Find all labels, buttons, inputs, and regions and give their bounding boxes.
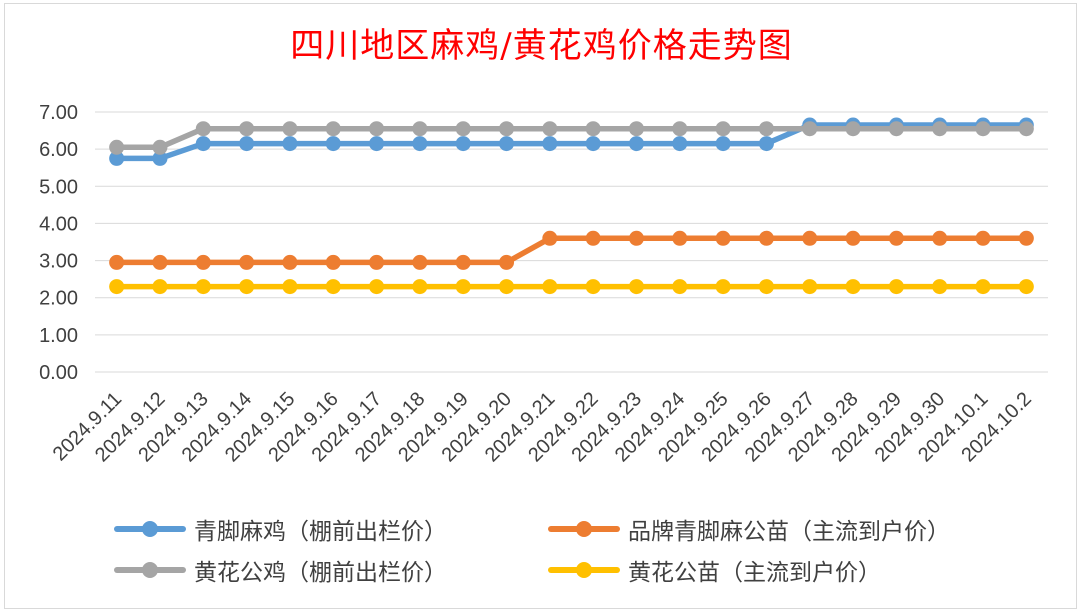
data-point [499, 279, 515, 295]
data-point [499, 121, 515, 137]
data-point [369, 136, 385, 152]
data-point [845, 279, 861, 295]
y-tick-label: 1.00 [39, 325, 78, 347]
data-point [1018, 121, 1034, 137]
data-point [542, 230, 558, 246]
data-point [672, 136, 688, 152]
data-point [1018, 279, 1034, 295]
data-point [195, 136, 211, 152]
y-tick-label: 4.00 [39, 213, 78, 235]
data-point [845, 230, 861, 246]
data-point [975, 230, 991, 246]
data-point [239, 254, 255, 270]
data-point [412, 279, 428, 295]
data-point [888, 230, 904, 246]
data-point [802, 121, 818, 137]
series-line [113, 125, 1030, 151]
data-point [585, 121, 601, 137]
y-tick-label: 0.00 [39, 362, 78, 384]
data-point [412, 254, 428, 270]
chart-area [4, 3, 1077, 609]
data-point [628, 279, 644, 295]
data-point [715, 230, 731, 246]
data-point [152, 150, 168, 166]
y-tick-label: 7.00 [39, 102, 78, 124]
data-point [499, 136, 515, 152]
data-point [542, 279, 558, 295]
data-point [628, 230, 644, 246]
data-point [152, 254, 168, 270]
series-line [113, 235, 1030, 266]
data-point [455, 136, 471, 152]
data-point [932, 279, 948, 295]
data-point [802, 279, 818, 295]
data-point [369, 279, 385, 295]
data-point [152, 279, 168, 295]
data-point [758, 230, 774, 246]
data-point [758, 279, 774, 295]
data-point [239, 136, 255, 152]
data-point [628, 136, 644, 152]
data-point [412, 136, 428, 152]
data-point [195, 279, 211, 295]
data-point [499, 254, 515, 270]
data-point [542, 121, 558, 137]
data-point [109, 254, 125, 270]
data-point [585, 230, 601, 246]
y-tick-label: 3.00 [39, 251, 78, 273]
data-point [369, 121, 385, 137]
y-tick-label: 5.00 [39, 176, 78, 198]
data-point [239, 279, 255, 295]
data-point [282, 136, 298, 152]
data-point [455, 121, 471, 137]
data-point [282, 254, 298, 270]
data-point [672, 279, 688, 295]
chart-title: 四川地区麻鸡/黄花鸡价格走势图 [290, 26, 793, 66]
data-point [845, 121, 861, 137]
data-point [325, 254, 341, 270]
y-tick-label: 6.00 [39, 139, 78, 161]
y-tick-label: 2.00 [39, 288, 78, 310]
data-point [325, 136, 341, 152]
data-point [239, 121, 255, 137]
data-point [975, 279, 991, 295]
data-point [325, 121, 341, 137]
data-point [455, 279, 471, 295]
data-point [195, 121, 211, 137]
data-point [1018, 230, 1034, 246]
data-point [888, 121, 904, 137]
data-point [109, 139, 125, 155]
data-point [888, 279, 904, 295]
data-point [195, 254, 211, 270]
data-point [975, 121, 991, 137]
data-point [152, 139, 168, 155]
data-point [369, 254, 385, 270]
data-point [628, 121, 644, 137]
data-point [672, 230, 688, 246]
data-point [455, 254, 471, 270]
data-point [715, 136, 731, 152]
data-point [672, 121, 688, 137]
data-point [932, 230, 948, 246]
data-point [282, 279, 298, 295]
data-point [542, 136, 558, 152]
data-point [109, 279, 125, 295]
data-point [325, 279, 341, 295]
data-point [585, 136, 601, 152]
data-point [109, 150, 125, 166]
data-point [802, 230, 818, 246]
data-point [715, 279, 731, 295]
data-point [412, 121, 428, 137]
data-point [758, 121, 774, 137]
data-point [758, 136, 774, 152]
data-point [282, 121, 298, 137]
data-point [932, 121, 948, 137]
data-point [715, 121, 731, 137]
data-point [585, 279, 601, 295]
series-line [113, 122, 1030, 162]
